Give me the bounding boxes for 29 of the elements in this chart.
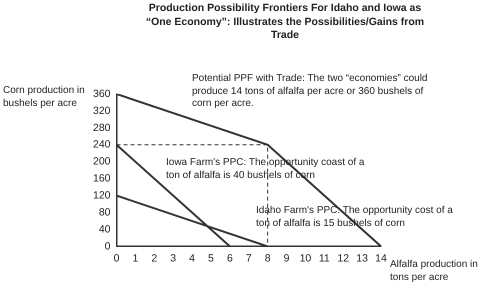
x-tick-label: 9 xyxy=(284,252,290,265)
y-tick-label: 160 xyxy=(92,172,111,185)
y-tick-label: 360 xyxy=(92,88,111,100)
x-tick-label: 12 xyxy=(337,252,350,265)
x-tick-label: 13 xyxy=(356,252,368,265)
annotation: Potential PPF with Trade: The two “economies” could produce 14 tons of alfalfa per acre or 360 bushels of corn per acre. xyxy=(192,73,428,110)
x-tick-label: 5 xyxy=(208,252,214,265)
x-tick-label: 0 xyxy=(114,252,120,265)
x-axis-title: Alfalfa production in tons per acre xyxy=(390,259,478,284)
x-tick-label: 10 xyxy=(300,252,312,265)
y-tick-label: 80 xyxy=(98,206,111,218)
x-tick-label: 4 xyxy=(189,252,196,265)
x-tick-label: 14 xyxy=(375,252,387,265)
y-tick-label: 200 xyxy=(92,156,111,168)
x-tick-label: 1 xyxy=(132,252,138,265)
x-tick-label: 7 xyxy=(246,252,252,265)
x-tick-label: 11 xyxy=(318,252,330,265)
y-axis-title: Corn production in bushels per acre xyxy=(3,85,85,108)
x-tick-label: 3 xyxy=(170,252,176,265)
y-tick-label: 240 xyxy=(92,138,111,151)
x-tick-label: 6 xyxy=(226,252,233,265)
y-tick-label: 120 xyxy=(92,189,111,202)
y-tick-label: 40 xyxy=(98,223,111,236)
x-tick-label: 8 xyxy=(264,252,271,265)
y-tick-label: 0 xyxy=(104,240,111,252)
y-tick-label: 280 xyxy=(92,122,111,134)
chart-title: Production Possibility Frontiers For Idaho and Iowa as “One Economy”: Illustrates the Possibilities/Gains from Trade xyxy=(144,2,426,42)
y-tick-label: 320 xyxy=(92,104,111,117)
x-tick-label: 2 xyxy=(151,252,158,265)
